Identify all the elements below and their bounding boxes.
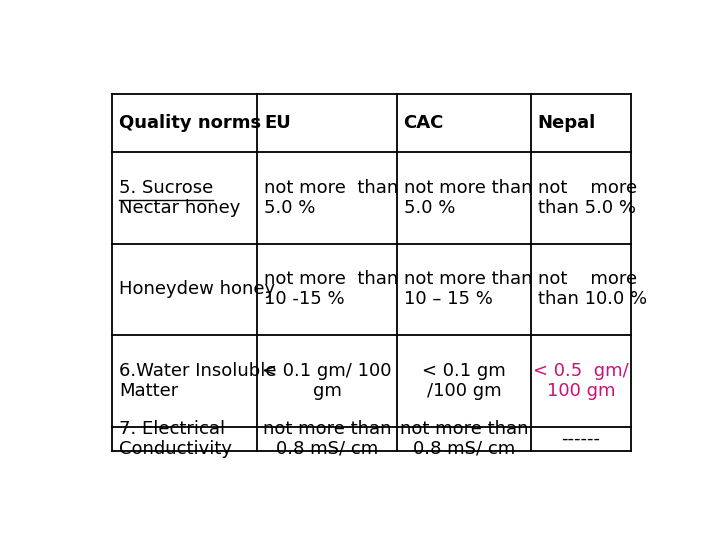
- Text: not more  than: not more than: [264, 179, 398, 197]
- Text: Nectar honey: Nectar honey: [119, 199, 240, 217]
- Text: 0.8 mS/ cm: 0.8 mS/ cm: [413, 440, 515, 458]
- Text: 100 gm: 100 gm: [546, 382, 616, 400]
- Text: 6.Water Insoluble: 6.Water Insoluble: [119, 362, 276, 380]
- Text: EU: EU: [264, 114, 291, 132]
- Text: 0.8 mS/ cm: 0.8 mS/ cm: [276, 440, 378, 458]
- Text: Matter: Matter: [119, 382, 179, 400]
- Text: 5. Sucrose: 5. Sucrose: [119, 179, 213, 197]
- Text: Nepal: Nepal: [538, 114, 595, 132]
- Text: CAC: CAC: [404, 114, 444, 132]
- Text: than 10.0 %: than 10.0 %: [538, 291, 647, 308]
- Text: < 0.1 gm/ 100: < 0.1 gm/ 100: [262, 362, 392, 380]
- Text: not    more: not more: [538, 271, 636, 288]
- Text: ------: ------: [562, 430, 600, 448]
- Text: than 5.0 %: than 5.0 %: [538, 199, 636, 217]
- Text: not more than: not more than: [263, 420, 392, 438]
- Text: not more than: not more than: [404, 271, 532, 288]
- Text: Conductivity: Conductivity: [119, 440, 232, 458]
- Text: < 0.1 gm: < 0.1 gm: [422, 362, 505, 380]
- Text: 5.0 %: 5.0 %: [404, 199, 455, 217]
- Text: 5.0 %: 5.0 %: [264, 199, 315, 217]
- Text: 10 – 15 %: 10 – 15 %: [404, 291, 492, 308]
- Text: gm: gm: [312, 382, 341, 400]
- Text: not more  than: not more than: [264, 271, 398, 288]
- Text: not    more: not more: [538, 179, 636, 197]
- Text: 10 -15 %: 10 -15 %: [264, 291, 345, 308]
- Text: < 0.5  gm/: < 0.5 gm/: [534, 362, 629, 380]
- Text: Quality norms: Quality norms: [119, 114, 261, 132]
- Text: /100 gm: /100 gm: [426, 382, 501, 400]
- Text: Honeydew honey: Honeydew honey: [119, 280, 275, 298]
- Text: not more than: not more than: [400, 420, 528, 438]
- Text: not more than: not more than: [404, 179, 532, 197]
- Text: 7. Electrical: 7. Electrical: [119, 420, 225, 438]
